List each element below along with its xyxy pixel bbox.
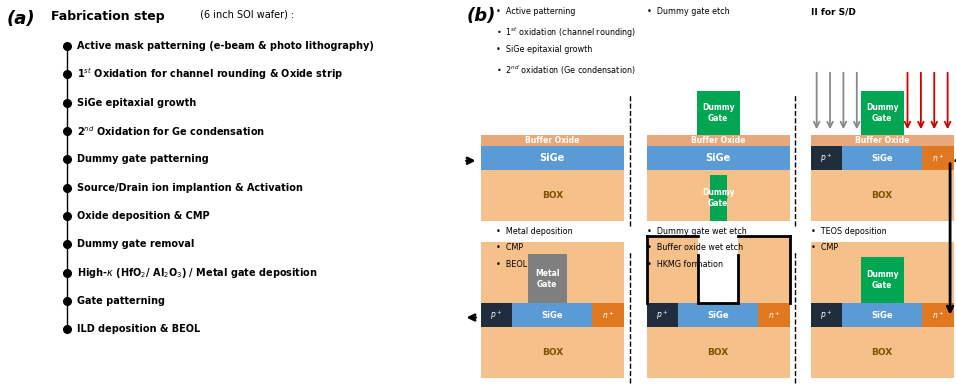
Text: $p^+$: $p^+$ [820,151,833,165]
Bar [481,303,512,327]
Text: Active mask patterning (e-beam & photo lithography): Active mask patterning (e-beam & photo l… [77,41,375,51]
Text: Buffer Oxide: Buffer Oxide [855,136,909,145]
Text: SiGe: SiGe [706,153,730,163]
Text: (6 inch SOI wafer) :: (6 inch SOI wafer) : [197,10,294,20]
Text: Dummy
Gate: Dummy Gate [866,270,899,290]
Text: $p^+$: $p^+$ [657,308,668,322]
Bar [923,303,953,327]
Bar [698,255,738,303]
Text: BOX: BOX [872,348,893,357]
Bar [811,242,953,303]
Bar [811,171,953,221]
Text: Dummy gate patterning: Dummy gate patterning [77,154,209,164]
Text: •  HKMG formation: • HKMG formation [647,260,723,269]
Text: Dummy
Gate: Dummy Gate [702,103,734,123]
Text: BOX: BOX [542,191,563,200]
Text: BOX: BOX [707,191,728,200]
Bar [860,91,903,135]
Text: $n^+$: $n^+$ [602,309,614,321]
Text: •  Dummy gate etch: • Dummy gate etch [647,7,729,16]
Bar [481,146,623,171]
Text: (a): (a) [7,10,35,28]
Bar [647,303,678,327]
Text: •  Buffer oxide wet etch: • Buffer oxide wet etch [647,243,743,252]
Bar [481,242,623,303]
Bar [811,135,953,146]
Text: $n^+$: $n^+$ [768,309,780,321]
Bar [647,171,790,221]
Bar [811,303,842,327]
Text: •  CMP: • CMP [495,243,523,252]
Text: 2$^{nd}$ Oxidation for Ge condensation: 2$^{nd}$ Oxidation for Ge condensation [77,124,266,138]
Bar [512,303,593,327]
Bar [481,171,623,221]
Text: II for S/D: II for S/D [811,7,856,16]
Bar [647,146,790,171]
Bar [647,236,698,303]
Text: SiGe: SiGe [541,310,563,319]
Bar [842,146,923,171]
Text: Gate patterning: Gate patterning [77,296,165,306]
Text: •  BEOL: • BEOL [495,260,527,269]
Text: $n^+$: $n^+$ [932,309,944,321]
Text: High-$\kappa$ (HfO$_2$/ Al$_2$O$_3$) / Metal gate deposition: High-$\kappa$ (HfO$_2$/ Al$_2$O$_3$) / M… [77,266,318,279]
Text: $p^+$: $p^+$ [820,308,833,322]
Text: Fabrication step: Fabrication step [51,10,164,23]
Text: 1$^{st}$ Oxidation for channel rounding & Oxide strip: 1$^{st}$ Oxidation for channel rounding … [77,66,343,82]
Text: •  CMP: • CMP [811,243,837,252]
Text: SiGe: SiGe [707,310,729,319]
Bar [481,135,623,146]
Text: Buffer Oxide: Buffer Oxide [691,136,746,145]
Text: Metal
Gate: Metal Gate [535,269,559,289]
Text: SiGe: SiGe [871,310,893,319]
Bar [842,303,923,327]
Bar [481,327,623,378]
Text: •  2$^{nd}$ oxidation (Ge condensation): • 2$^{nd}$ oxidation (Ge condensation) [495,64,635,77]
Text: •  1$^{st}$ oxidation (channel rounding): • 1$^{st}$ oxidation (channel rounding) [495,26,636,40]
Text: SiGe epitaxial growth: SiGe epitaxial growth [77,98,197,107]
Bar [811,146,842,171]
Text: SiGe: SiGe [539,153,565,163]
Text: Source/Drain ion implantion & Activation: Source/Drain ion implantion & Activation [77,183,303,192]
Bar [709,175,727,221]
Text: •  TEOS deposition: • TEOS deposition [811,227,886,236]
Bar [647,135,790,146]
Bar [758,303,790,327]
Text: •  Active patterning: • Active patterning [495,7,576,16]
Bar [697,91,740,135]
Bar [528,254,567,303]
Text: Oxide deposition & CMP: Oxide deposition & CMP [77,211,210,221]
Text: $n^+$: $n^+$ [932,152,944,164]
Text: ILD deposition & BEOL: ILD deposition & BEOL [77,324,201,334]
Text: BOX: BOX [872,191,893,200]
Text: BOX: BOX [707,348,728,357]
Text: •  Metal deposition: • Metal deposition [495,227,573,236]
Text: BOX: BOX [542,348,563,357]
Bar [811,327,953,378]
Text: $p^+$: $p^+$ [490,308,503,322]
Text: Buffer Oxide: Buffer Oxide [525,136,579,145]
Text: •  SiGe epitaxial growth: • SiGe epitaxial growth [495,45,592,54]
Text: (b): (b) [467,7,495,25]
Text: •  Dummy gate wet etch: • Dummy gate wet etch [647,227,747,236]
Bar [738,236,790,303]
Text: SiGe: SiGe [871,154,893,163]
Text: Dummy gate removal: Dummy gate removal [77,239,195,249]
Bar [860,257,903,303]
Text: Dummy
Gate: Dummy Gate [866,103,899,123]
Bar [923,146,953,171]
Text: Dummy
Gate: Dummy Gate [702,188,734,209]
Bar [647,327,790,378]
Bar [678,303,758,327]
Bar [593,303,623,327]
